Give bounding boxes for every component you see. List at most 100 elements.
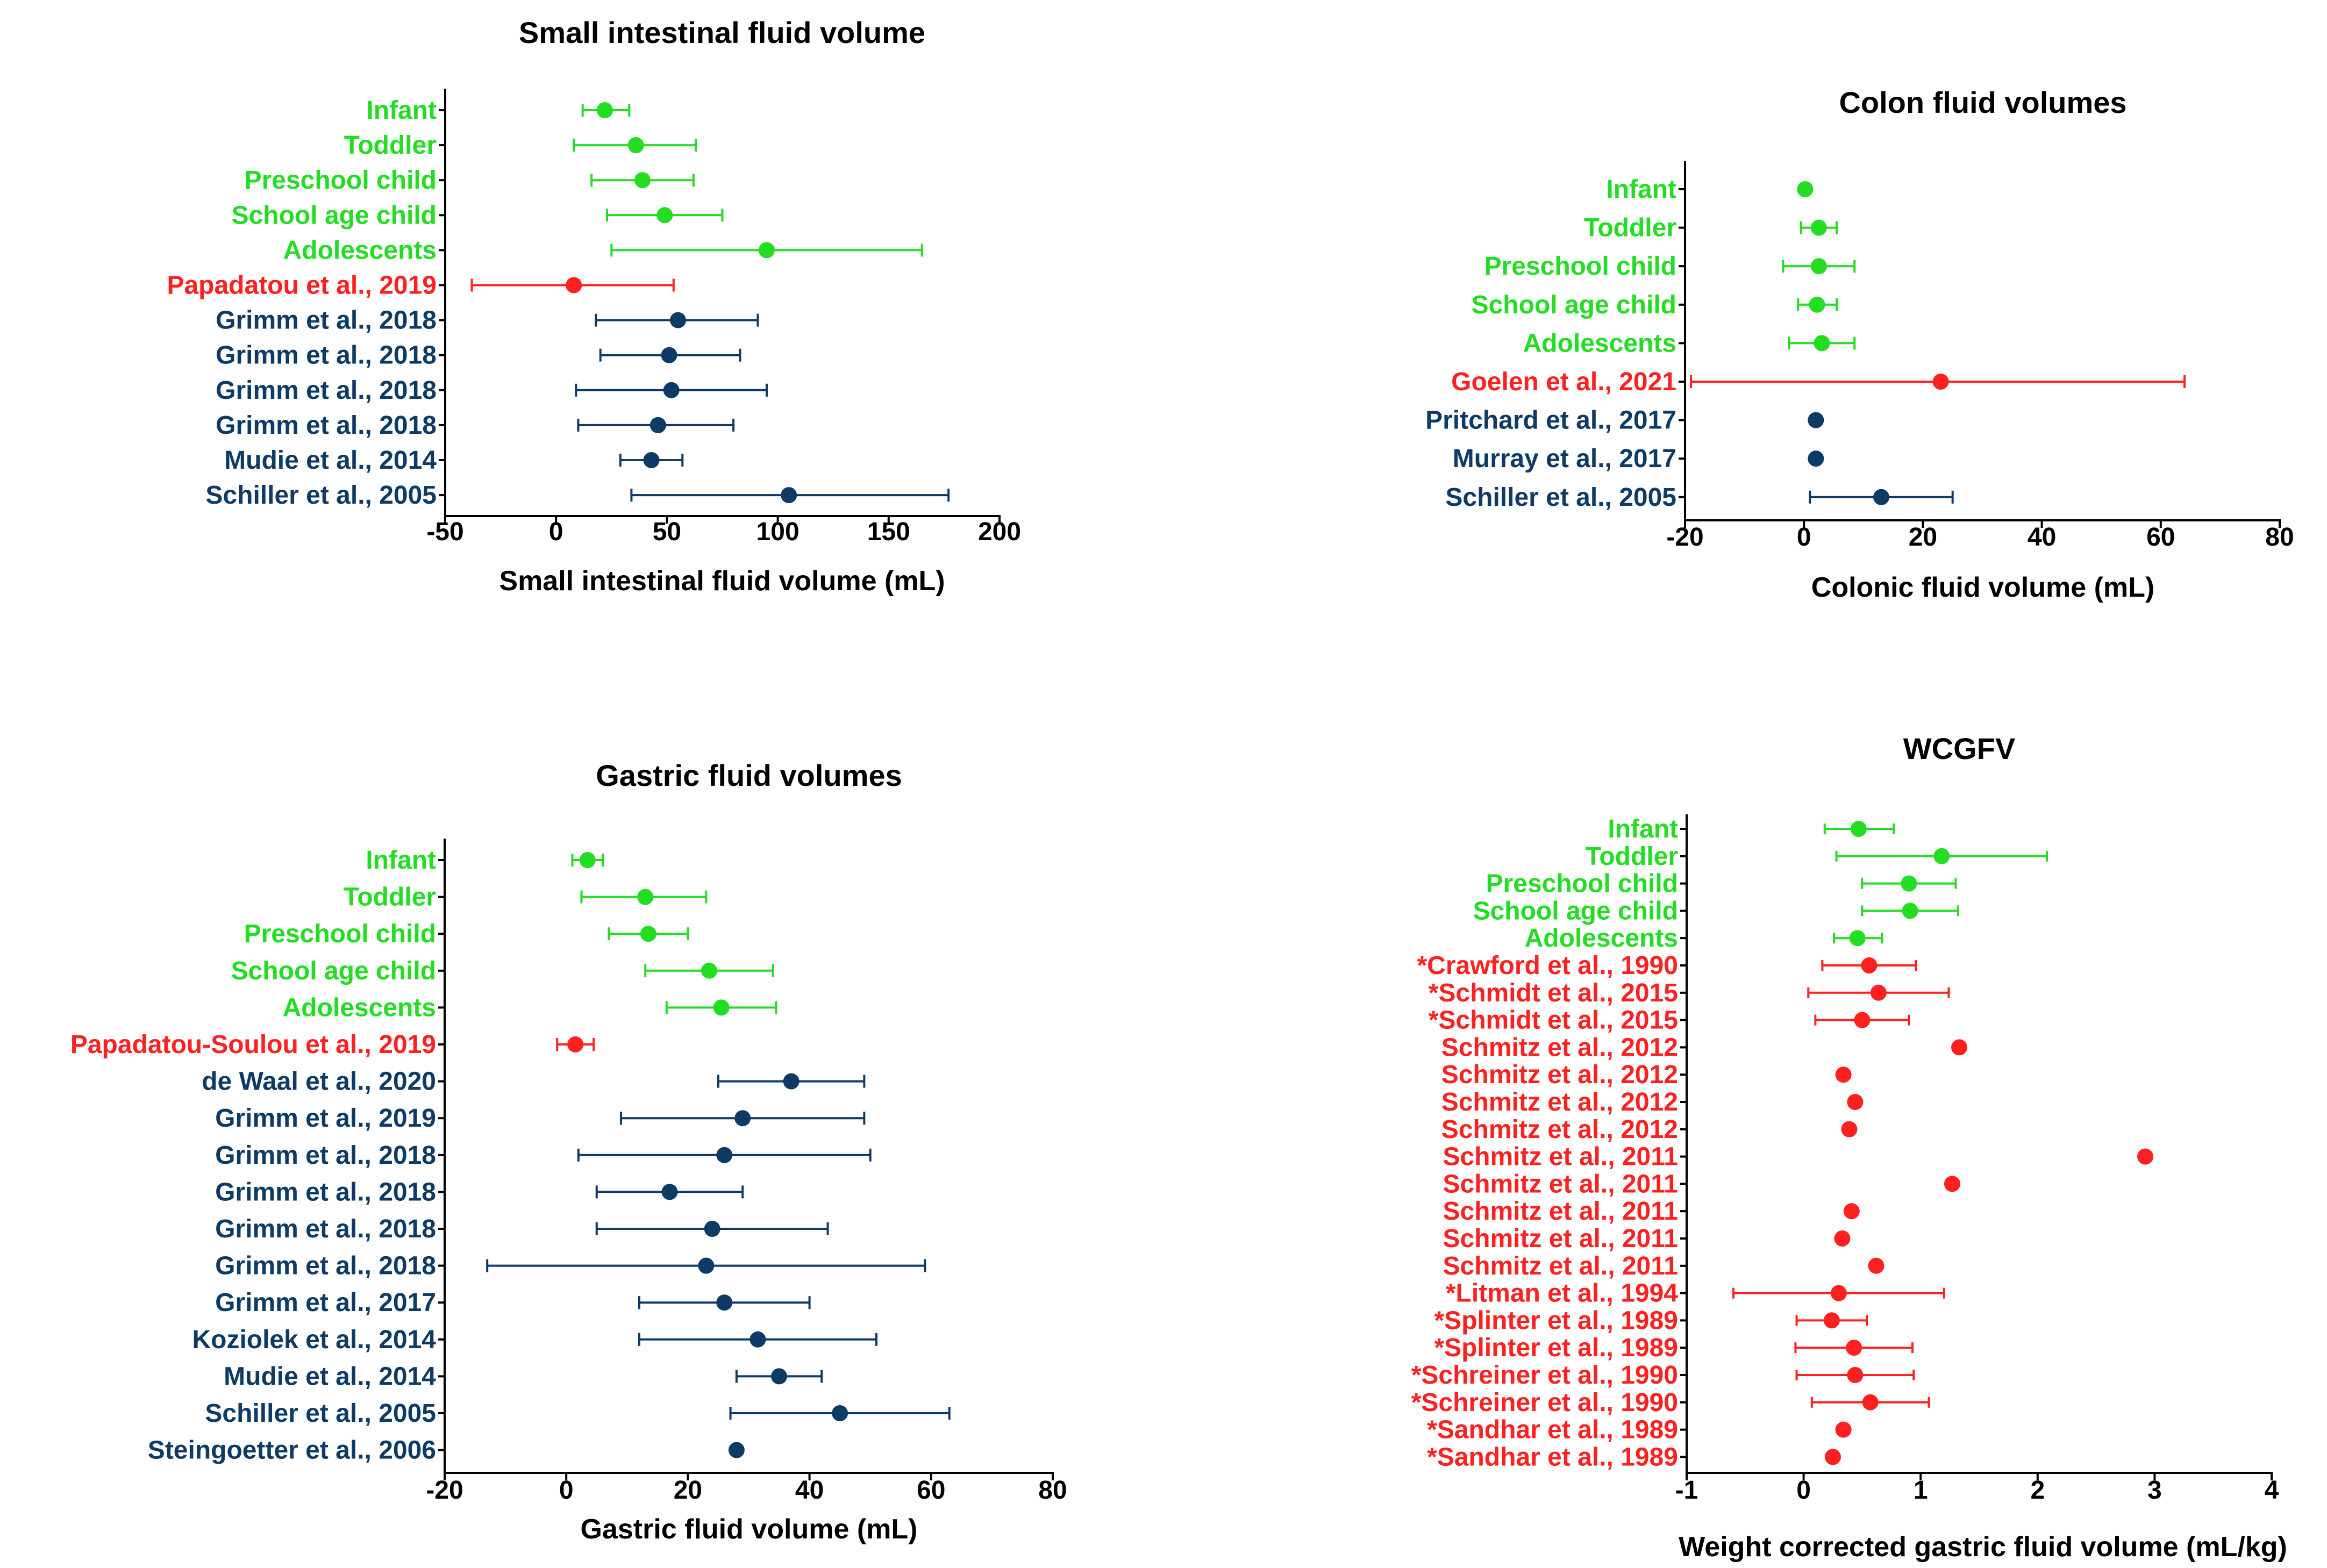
panel-colon-fluid-volumes: Colon fluid volumes -20 0 20 40 60 80 Infant To… (1425, 85, 2294, 603)
x-tick-label: 80 (2265, 523, 2294, 552)
mean-point (640, 926, 656, 942)
x-tick-label: 4 (2265, 1476, 2279, 1505)
row-label: Schmitz et al., 2012 (1441, 1033, 1678, 1062)
mean-point (1868, 1257, 1885, 1274)
x-axis-label: Weight corrected gastric fluid volume (m… (1679, 1531, 2287, 1563)
mean-point (1814, 335, 1830, 352)
mean-point (781, 487, 797, 504)
row-label: Pritchard et al., 2017 (1425, 406, 1676, 435)
row-label: Adolescents (283, 993, 436, 1022)
mean-point (1834, 1230, 1851, 1247)
mean-point (649, 417, 666, 433)
row-label: Schmitz et al., 2011 (1443, 1225, 1678, 1253)
x-tick-label: -50 (426, 518, 463, 546)
mean-point (2137, 1148, 2153, 1165)
mean-point (1850, 821, 1867, 837)
row-label: Schmitz et al., 2012 (1441, 1061, 1678, 1089)
x-tick-label: 40 (795, 1476, 824, 1505)
row-label: Mudie et al., 2014 (224, 446, 437, 475)
marks (470, 102, 950, 504)
mean-point (567, 1036, 584, 1053)
row-label: Preschool child (1486, 870, 1678, 898)
row-label: Toddler (344, 131, 437, 160)
row-label: Schiller et al., 2005 (205, 1399, 436, 1428)
row-label: Preschool child (244, 920, 436, 948)
axes: -50 0 50 100 150 200 Infant Toddler Preschool ch… (167, 89, 1021, 546)
row-label: Murray et al., 2017 (1453, 445, 1676, 473)
x-tick-label: 0 (549, 518, 563, 546)
x-tick-label: 80 (1038, 1476, 1067, 1505)
x-tick-label: 0 (559, 1476, 574, 1505)
row-label: Schiller et al., 2005 (205, 481, 437, 510)
x-tick-label: 3 (2147, 1476, 2162, 1505)
row-label: Preschool child (1484, 252, 1676, 281)
mean-point (643, 452, 660, 468)
x-tick-label: 150 (867, 518, 910, 546)
mean-point (579, 852, 596, 868)
mean-point (670, 312, 687, 328)
mean-point (1870, 984, 1887, 1001)
mean-point (1810, 258, 1827, 275)
mean-point (716, 1294, 733, 1311)
row-label: Infant (366, 96, 437, 125)
mean-point (1843, 1203, 1860, 1220)
x-tick-label: -20 (1666, 523, 1703, 552)
mean-point (832, 1405, 848, 1421)
mean-point (1901, 875, 1917, 892)
row-label: Infant (366, 846, 436, 875)
marks (1690, 181, 2186, 505)
row-label: Grimm et al., 2018 (215, 1178, 436, 1206)
row-label: *Sandhar et al., 1989 (1427, 1443, 1678, 1471)
mean-point (566, 277, 582, 293)
mean-point (771, 1368, 788, 1385)
row-label: Adolescents (1523, 329, 1676, 357)
panel-title: WCGFV (1903, 732, 2015, 765)
mean-point (704, 1221, 720, 1237)
mean-point (596, 102, 613, 118)
x-tick-label: 1 (1914, 1476, 1928, 1505)
row-label: Goelen et al., 2021 (1451, 368, 1676, 396)
row-label: School age child (232, 201, 437, 230)
row-label: Schiller et al., 2005 (1445, 483, 1676, 512)
mean-point (1841, 1121, 1858, 1137)
mean-point (713, 999, 730, 1016)
mean-point (1823, 1312, 1840, 1329)
row-label: *Crawford et al., 1990 (1417, 951, 1678, 980)
row-label: Grimm et al., 2018 (216, 341, 437, 370)
row-label: Adolescents (1525, 924, 1678, 953)
mean-point (661, 347, 677, 363)
mean-point (1847, 1094, 1864, 1110)
mean-point (1932, 374, 1949, 390)
row-label: Grimm et al., 2018 (215, 1141, 436, 1170)
marks (486, 852, 951, 1458)
mean-point (1835, 1421, 1852, 1438)
row-label: Schmitz et al., 2011 (1443, 1143, 1678, 1171)
row-label: Mudie et al., 2014 (224, 1362, 436, 1391)
x-tick-label: 0 (1797, 523, 1811, 552)
row-label: Toddler (344, 883, 436, 912)
x-axis-label: Gastric fluid volume (mL) (581, 1514, 918, 1545)
x-tick-label: 20 (674, 1476, 702, 1505)
mean-point (1825, 1449, 1841, 1465)
row-label: Papadatou-Soulou et al., 2019 (70, 1030, 436, 1059)
row-label: Schmitz et al., 2011 (1443, 1197, 1678, 1226)
row-label: Steingoetter et al., 2006 (148, 1436, 436, 1465)
panel-title: Gastric fluid volumes (596, 758, 902, 792)
row-label: Grimm et al., 2018 (216, 376, 437, 405)
row-label: Preschool child (245, 166, 437, 195)
row-label: Grimm et al., 2018 (216, 306, 437, 335)
row-label: Infant (1606, 175, 1676, 204)
x-tick-label: 50 (653, 518, 681, 546)
row-label: Koziolek et al., 2014 (192, 1326, 436, 1354)
axes: -20 0 20 40 60 80 Infant Toddler Preschool child… (70, 839, 1067, 1505)
mean-point (1951, 1039, 1968, 1056)
mean-point (783, 1073, 800, 1090)
mean-point (1902, 903, 1918, 919)
row-label: School age child (231, 957, 436, 985)
mean-point (701, 962, 717, 979)
row-label: *Splinter et al., 1989 (1434, 1306, 1678, 1335)
x-tick-label: 0 (1796, 1476, 1811, 1505)
x-tick-label: -20 (426, 1476, 463, 1505)
axes: -20 0 20 40 60 80 Infant Toddler Preschool child… (1425, 161, 2294, 552)
